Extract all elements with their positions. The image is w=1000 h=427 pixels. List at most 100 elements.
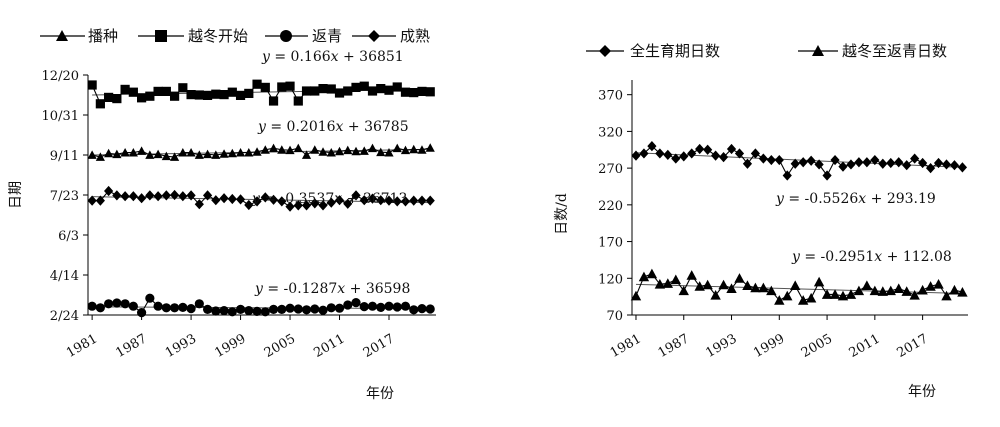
data-point [153,191,163,202]
right-equation-growth-days: y = -0.5526x + 293.19 [775,191,936,207]
data-point [178,191,188,202]
data-point [409,305,419,315]
data-point [112,298,122,308]
data-point [285,303,295,313]
eq-rest: + 36785 [343,119,408,135]
data-point [186,304,196,314]
data-point [169,189,180,201]
series-0 [631,140,968,181]
data-point [790,280,801,291]
data-point [957,287,968,297]
right-chart: 全生育期日数 越冬至返青日数 70 120 170 220 270 320 370 1981… [554,42,968,400]
eq-prefix: y [254,281,264,297]
eq-prefix: y [261,49,271,65]
y-tick-label: 270 [598,162,623,177]
eq-body: = 0.2016 [266,119,336,135]
data-point [766,154,776,166]
data-point [384,85,394,95]
data-point [244,88,254,98]
legend-label: 越冬开始 [188,27,248,45]
x-tick-label: 2005 [262,331,298,361]
data-point [829,289,841,299]
data-point [227,148,237,158]
data-point [702,279,713,290]
eq-body: = 0.166 [270,49,331,65]
legend-entry-green-up: 返青 [265,27,342,45]
data-point [821,289,833,299]
data-point [310,304,320,314]
data-point [918,157,928,169]
y-tick-label: 320 [598,125,623,140]
data-point [392,82,402,92]
eq-var: x [331,49,339,65]
data-point [941,290,952,301]
data-point [774,154,784,166]
data-point [244,306,254,316]
data-point [351,190,361,201]
data-point [244,148,254,157]
data-point [285,145,295,155]
data-point [869,285,881,296]
data-point [854,157,864,168]
legend-entry-maturity: 成熟 [352,27,430,45]
legend-marker-circle [280,30,292,42]
data-point [120,299,130,309]
data-point [425,143,435,152]
data-point [718,279,729,290]
data-point [806,155,816,166]
data-point [638,271,650,282]
data-point [318,305,328,315]
data-point [112,149,122,159]
data-point [301,305,312,315]
data-point [334,88,345,98]
data-point [252,147,262,156]
data-point [153,149,163,159]
data-point [878,158,888,169]
data-point [145,293,155,303]
legend-entry-overwinter-days: 越冬至返青日数 [798,42,947,60]
data-point [797,295,809,305]
data-point [145,190,155,201]
legend-marker-square [155,30,167,42]
data-point [367,301,378,311]
data-point [862,157,872,168]
data-point [376,302,386,312]
data-point [870,154,880,166]
data-point [219,90,229,100]
left-equation-sowing: y = 0.2016x + 36785 [257,119,409,135]
eq-body: = -0.5526 [784,191,858,207]
data-point [417,86,427,96]
data-point [957,162,968,173]
legend-label: 全生育期日数 [630,42,720,60]
data-point [630,290,642,301]
data-point [933,278,944,289]
data-point [846,159,856,170]
data-point [104,148,114,158]
left-series-layer [87,79,435,318]
data-point [639,148,649,159]
data-point [202,149,213,159]
data-point [277,196,287,207]
data-point [285,201,295,212]
data-point [310,86,320,96]
data-point [647,140,657,152]
data-point [219,149,229,158]
eq-body: = -0.2951 [800,249,874,265]
y-tick-label: 6/3 [58,229,79,244]
data-point [409,144,419,154]
data-point [359,195,369,206]
legend-marker-triangle [56,30,68,41]
data-point [425,87,435,97]
data-point [186,190,196,201]
legend-entry-growth-days: 全生育期日数 [586,42,720,60]
eq-rest: + 36851 [339,49,404,65]
data-point [137,193,147,204]
data-point [211,306,221,316]
y-tick-label: 170 [598,236,623,251]
data-point [194,199,204,210]
data-point [277,304,287,314]
data-point [219,306,229,316]
data-point [137,146,147,155]
data-point [718,152,729,163]
data-point [726,283,737,293]
